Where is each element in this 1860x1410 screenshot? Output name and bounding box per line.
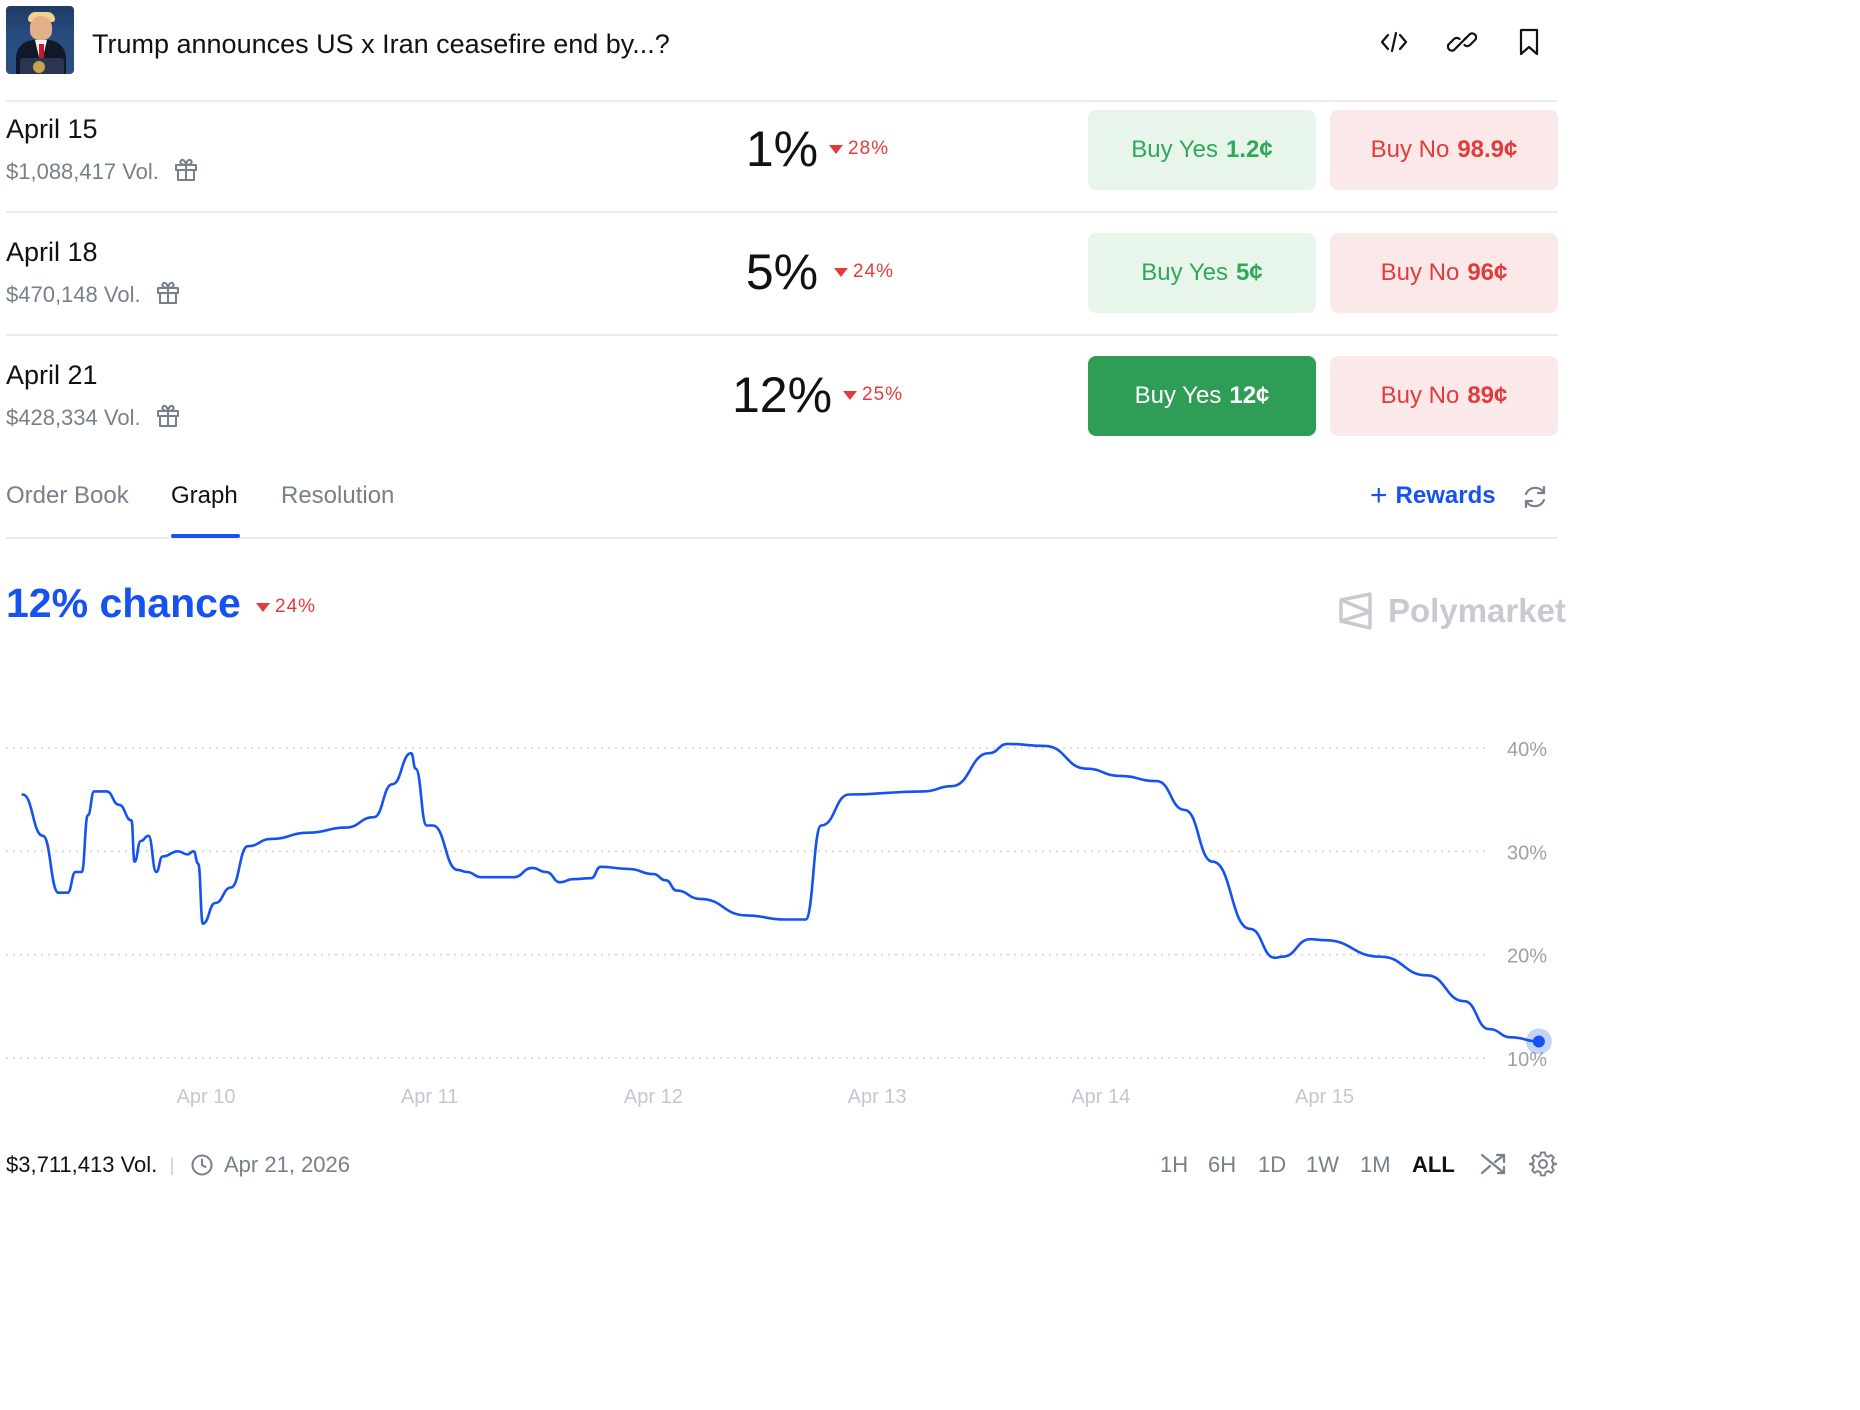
gift-icon[interactable] — [155, 279, 181, 311]
row-volume: $470,148 Vol. — [6, 279, 181, 311]
y-tick-label: 10% — [1507, 1049, 1547, 1071]
down-triangle-icon — [829, 144, 843, 154]
refresh-icon[interactable] — [1520, 482, 1554, 516]
row-volume: $1,088,417 Vol. — [6, 156, 199, 188]
range-6h[interactable]: 6H — [1208, 1152, 1237, 1177]
chance-change-value: 24% — [275, 596, 317, 617]
market-thumbnail — [6, 6, 74, 74]
outcome-change-value: 24% — [853, 261, 895, 282]
row-divider — [6, 334, 1558, 336]
buy-no-label: Buy No — [1380, 259, 1460, 286]
chance-value: 12% chance — [6, 580, 241, 626]
x-tick-label: Apr 15 — [1295, 1086, 1354, 1108]
tabs-divider — [6, 537, 1558, 539]
buy-no-label: Buy No — [1370, 136, 1450, 163]
buy-yes-button[interactable]: Buy Yes 12¢ — [1088, 356, 1316, 436]
outcome-percent: 12% — [731, 367, 833, 423]
outcome-percent: 5% — [745, 244, 819, 300]
x-tick-label: Apr 11 — [401, 1086, 458, 1108]
footer-separator — [171, 1157, 173, 1175]
range-1d[interactable]: 1D — [1258, 1152, 1287, 1177]
buy-yes-label: Buy Yes — [1141, 259, 1229, 286]
buy-no-button[interactable]: Buy No 89¢ — [1330, 356, 1558, 436]
range-1w[interactable]: 1W — [1306, 1152, 1339, 1177]
outcome-percent: 1% — [745, 121, 819, 177]
price-chart[interactable]: 10% 20% 30% 40% Apr 10 Apr 11 Apr 12 Apr 13 Apr … — [0, 660, 1860, 1130]
buy-yes-price: 1.2¢ — [1226, 136, 1273, 163]
y-tick-label: 20% — [1507, 946, 1547, 968]
buy-yes-label: Buy Yes — [1134, 382, 1222, 409]
header-divider — [6, 100, 1558, 102]
settings-gear-icon[interactable] — [1528, 1150, 1559, 1180]
outcome-change-value: 28% — [848, 138, 890, 159]
buy-yes-price: 12¢ — [1229, 382, 1270, 409]
row-date: April 15 — [6, 114, 98, 144]
row-volume-text: $1,088,417 Vol. — [6, 159, 159, 184]
brand-name: Polymarket — [1388, 592, 1566, 629]
buy-no-label: Buy No — [1380, 382, 1460, 409]
outcome-change: 25% — [843, 384, 903, 406]
clock-icon — [191, 1154, 213, 1176]
x-tick-label: Apr 14 — [1071, 1086, 1130, 1108]
y-tick-label: 40% — [1507, 739, 1547, 761]
buy-yes-price: 5¢ — [1236, 259, 1263, 286]
range-all[interactable]: ALL — [1412, 1152, 1455, 1177]
buy-yes-button[interactable]: Buy Yes 1.2¢ — [1088, 110, 1316, 190]
rewards-button[interactable]: + Rewards — [1370, 479, 1496, 512]
outcome-change-value: 25% — [862, 384, 904, 405]
tab-resolution[interactable]: Resolution — [281, 482, 395, 509]
row-divider — [6, 211, 1558, 213]
current-point — [1532, 1035, 1545, 1048]
x-tick-label: Apr 12 — [624, 1086, 683, 1108]
bookmark-icon[interactable] — [1511, 24, 1547, 60]
buy-yes-button[interactable]: Buy Yes 5¢ — [1088, 233, 1316, 313]
row-date: April 21 — [6, 360, 98, 390]
buy-no-price: 96¢ — [1467, 259, 1508, 286]
active-tab-indicator — [171, 534, 240, 538]
series-line — [21, 742, 1541, 1043]
down-triangle-icon — [843, 390, 857, 400]
buy-no-button[interactable]: Buy No 98.9¢ — [1330, 110, 1558, 190]
market-title: Trump announces US x Iran ceasefire end … — [92, 29, 670, 59]
shuffle-icon[interactable] — [1479, 1150, 1509, 1180]
link-icon[interactable] — [1444, 24, 1480, 60]
buy-no-price: 98.9¢ — [1457, 136, 1518, 163]
row-volume-text: $470,148 Vol. — [6, 282, 141, 307]
y-tick-label: 30% — [1507, 842, 1547, 864]
plus-icon: + — [1370, 479, 1388, 512]
buy-no-button[interactable]: Buy No 96¢ — [1330, 233, 1558, 313]
range-1h[interactable]: 1H — [1160, 1152, 1189, 1177]
code-embed-icon[interactable] — [1376, 24, 1412, 60]
row-volume: $428,334 Vol. — [6, 402, 181, 434]
outcome-change: 28% — [829, 138, 889, 160]
polymarket-logo-icon — [1339, 592, 1372, 630]
down-triangle-icon — [834, 267, 848, 277]
buy-no-price: 89¢ — [1467, 382, 1508, 409]
row-date: April 18 — [6, 237, 98, 267]
range-1m[interactable]: 1M — [1360, 1152, 1391, 1177]
chance-change: 24% — [256, 596, 316, 618]
x-tick-label: Apr 10 — [177, 1086, 236, 1108]
rewards-label: Rewards — [1395, 482, 1496, 509]
end-date-text: Apr 21, 2026 — [224, 1152, 350, 1177]
gift-icon[interactable] — [155, 402, 181, 434]
polymarket-watermark: Polymarket — [1338, 592, 1566, 630]
total-volume: $3,711,413 Vol. — [6, 1152, 158, 1177]
down-triangle-icon — [256, 602, 270, 612]
row-volume-text: $428,334 Vol. — [6, 405, 141, 430]
gift-icon[interactable] — [173, 156, 199, 188]
tab-graph[interactable]: Graph — [171, 482, 238, 509]
buy-yes-label: Buy Yes — [1131, 136, 1219, 163]
end-date: Apr 21, 2026 — [190, 1152, 350, 1178]
tab-order-book[interactable]: Order Book — [6, 482, 129, 509]
outcome-change: 24% — [834, 261, 894, 283]
x-tick-label: Apr 13 — [848, 1086, 907, 1108]
